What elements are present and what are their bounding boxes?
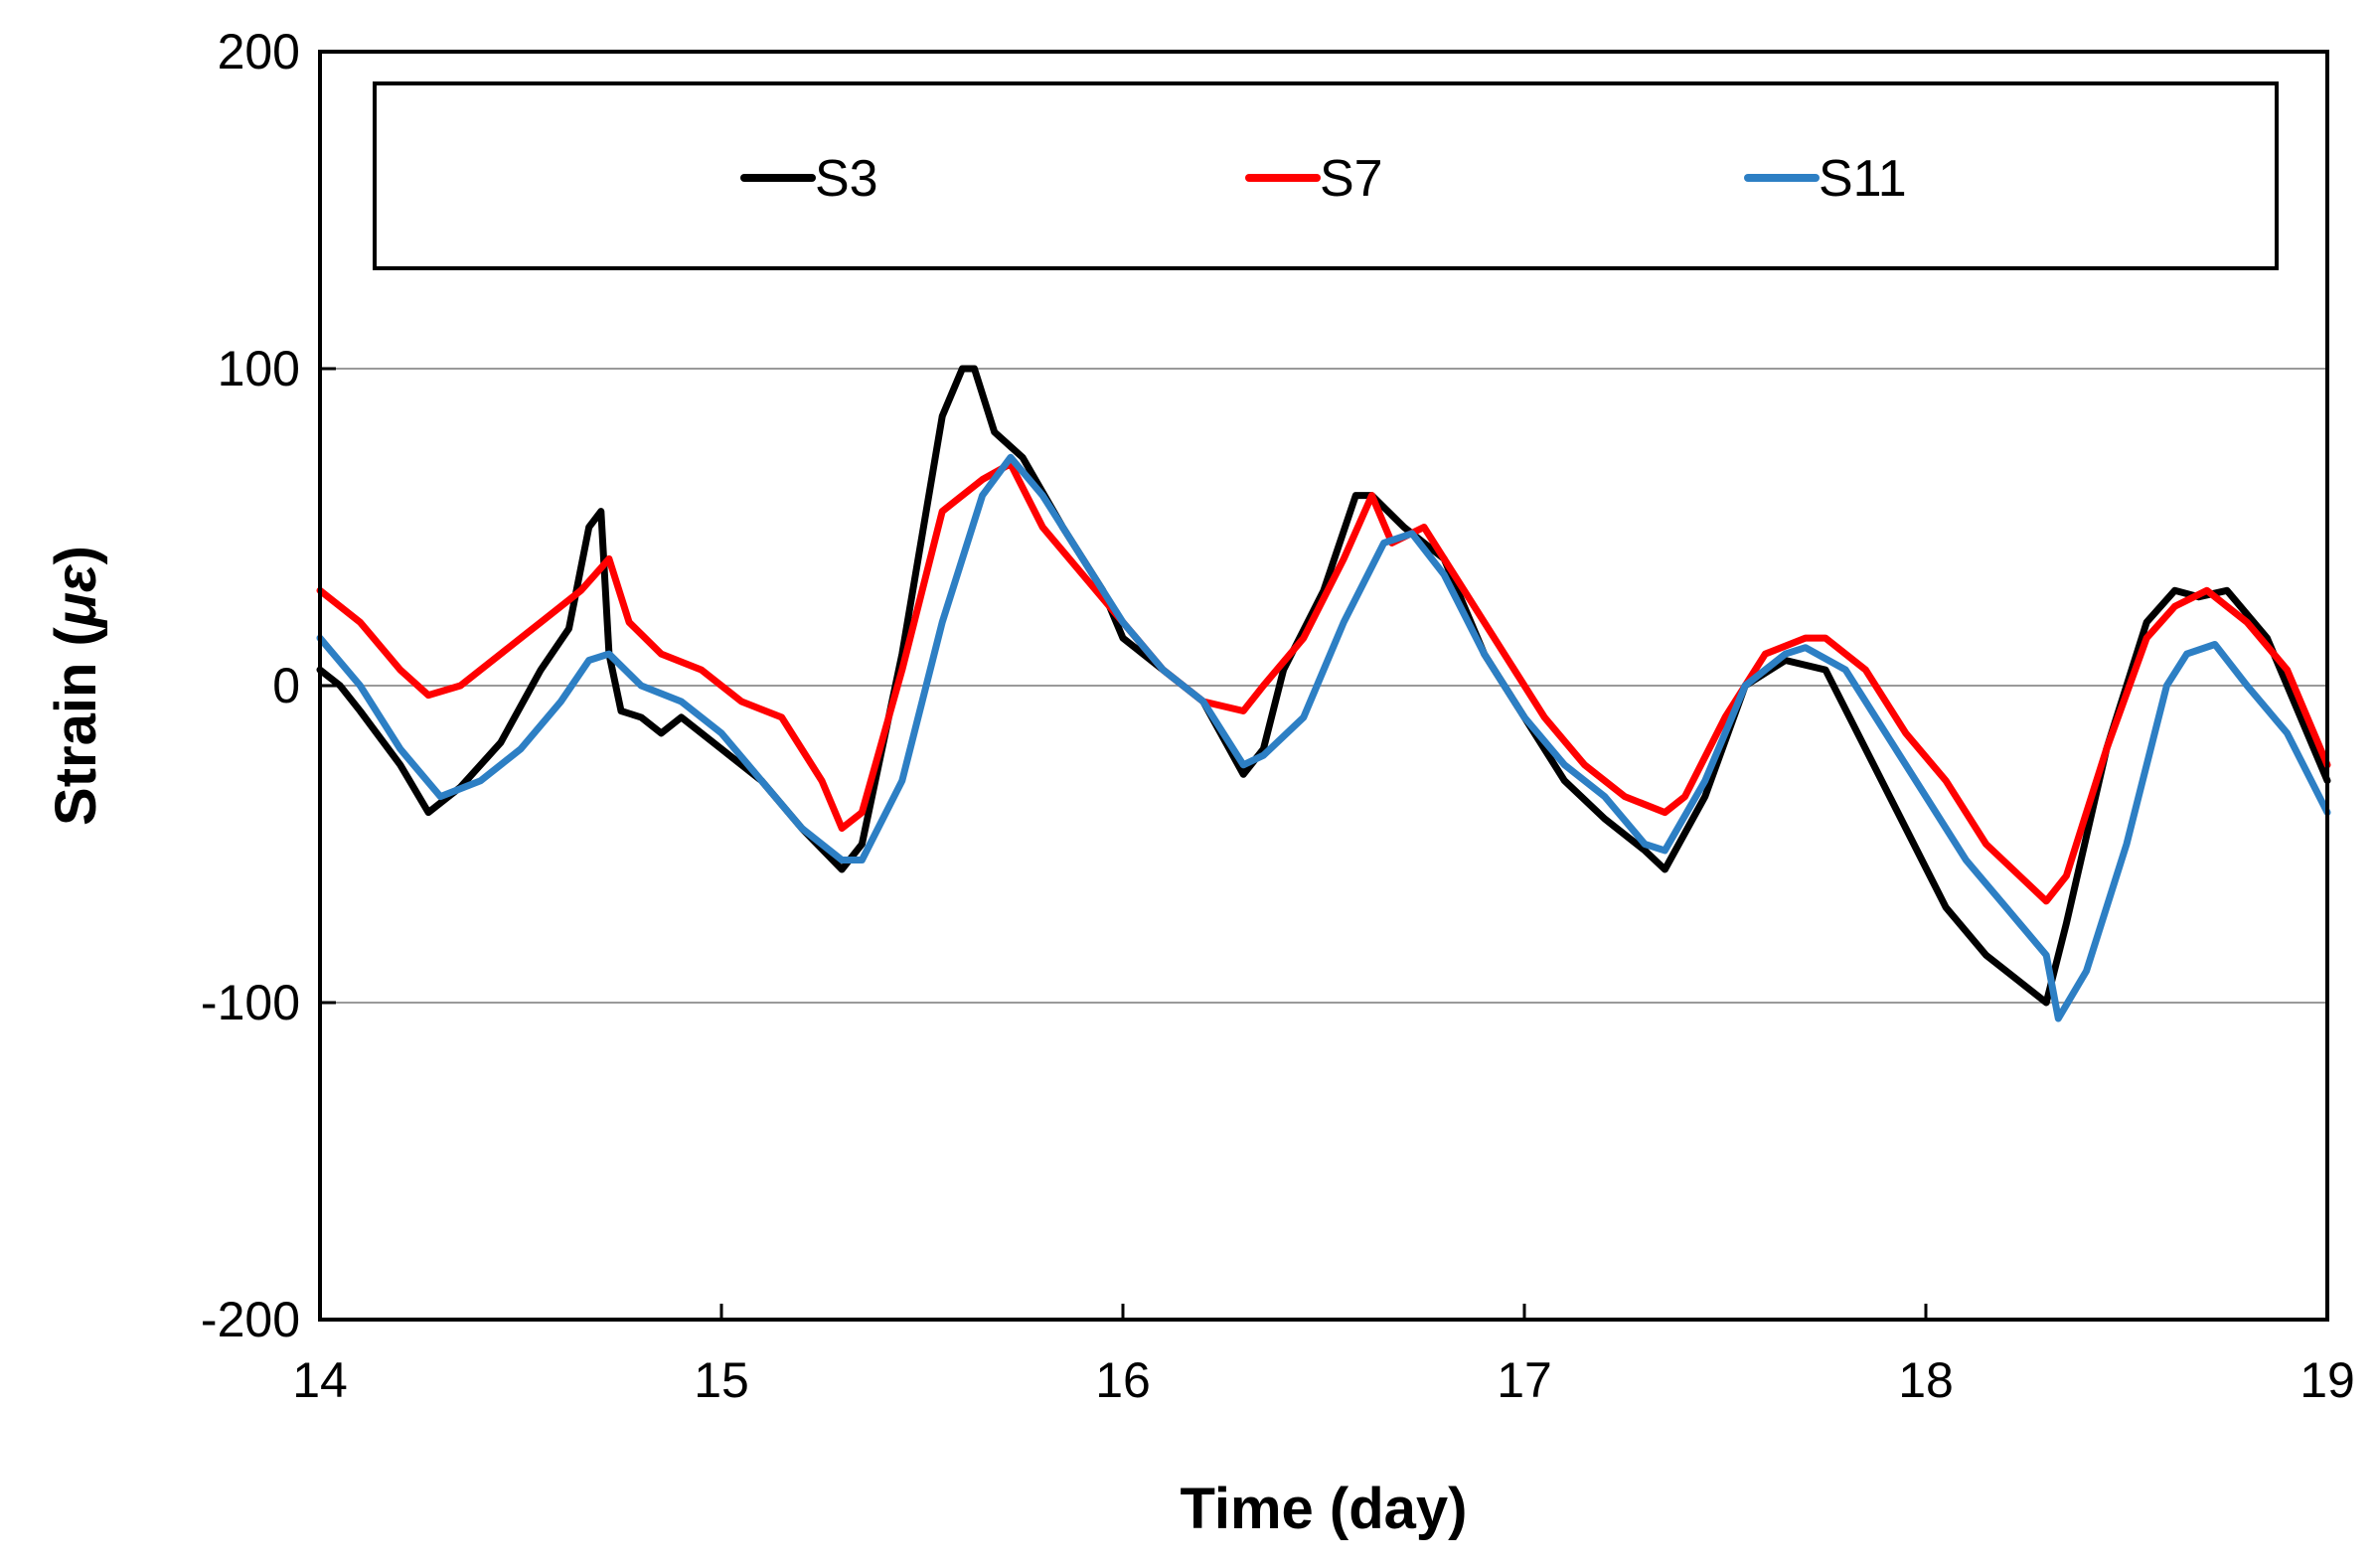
series-group <box>316 365 2331 1022</box>
x-axis-ticks: 14 15 16 17 18 19 <box>292 1304 2355 1408</box>
legend-label-s3: S3 <box>815 150 878 208</box>
legend-label-s11: S11 <box>1819 150 1907 208</box>
x-tick-label: 19 <box>2299 1352 2355 1408</box>
y-axis-title: Strain (με) <box>44 546 108 826</box>
legend: S3 S7 S11 <box>373 81 2279 270</box>
x-tick-label: 14 <box>292 1352 348 1408</box>
x-tick-label: 18 <box>1898 1352 1954 1408</box>
x-tick-label: 16 <box>1095 1352 1151 1408</box>
legend-box <box>373 81 2279 270</box>
series-line-s7 <box>316 460 2331 905</box>
gridlines <box>320 368 2327 1004</box>
y-axis-title-suffix: ) <box>44 546 108 564</box>
y-axis-title-unit: με <box>44 563 108 629</box>
y-axis-title-prefix: Strain ( <box>44 626 108 825</box>
x-tick-label: 17 <box>1497 1352 1552 1408</box>
y-tick-label: -200 <box>201 1292 300 1347</box>
y-tick-label: 200 <box>218 24 300 79</box>
x-tick-label: 15 <box>694 1352 749 1408</box>
y-axis-ticks: -200 -100 0 100 200 <box>201 24 336 1347</box>
y-tick-label: 0 <box>272 658 300 713</box>
x-axis-title: Time (day) <box>1180 1477 1467 1541</box>
y-tick-label: 100 <box>218 341 300 396</box>
series-line-s11 <box>316 453 2331 1022</box>
legend-label-s7: S7 <box>1320 150 1383 208</box>
y-tick-label: -100 <box>201 975 300 1030</box>
